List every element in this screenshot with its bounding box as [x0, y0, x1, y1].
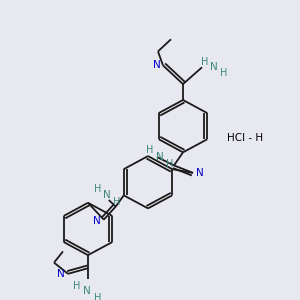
Text: N: N — [83, 286, 91, 296]
Text: H: H — [201, 57, 209, 67]
Text: H: H — [94, 184, 101, 194]
Text: N: N — [93, 217, 100, 226]
Text: N: N — [210, 62, 218, 72]
Text: H: H — [94, 293, 102, 300]
Text: HCl - H: HCl - H — [227, 133, 263, 143]
Text: H: H — [113, 197, 120, 207]
Text: N: N — [196, 168, 204, 178]
Text: H: H — [220, 68, 228, 78]
Text: H: H — [166, 158, 174, 169]
Text: H: H — [73, 281, 81, 291]
Text: N: N — [57, 269, 65, 279]
Text: N: N — [153, 60, 161, 70]
Text: N: N — [103, 190, 111, 200]
Text: N: N — [156, 152, 164, 162]
Text: H: H — [146, 146, 154, 155]
